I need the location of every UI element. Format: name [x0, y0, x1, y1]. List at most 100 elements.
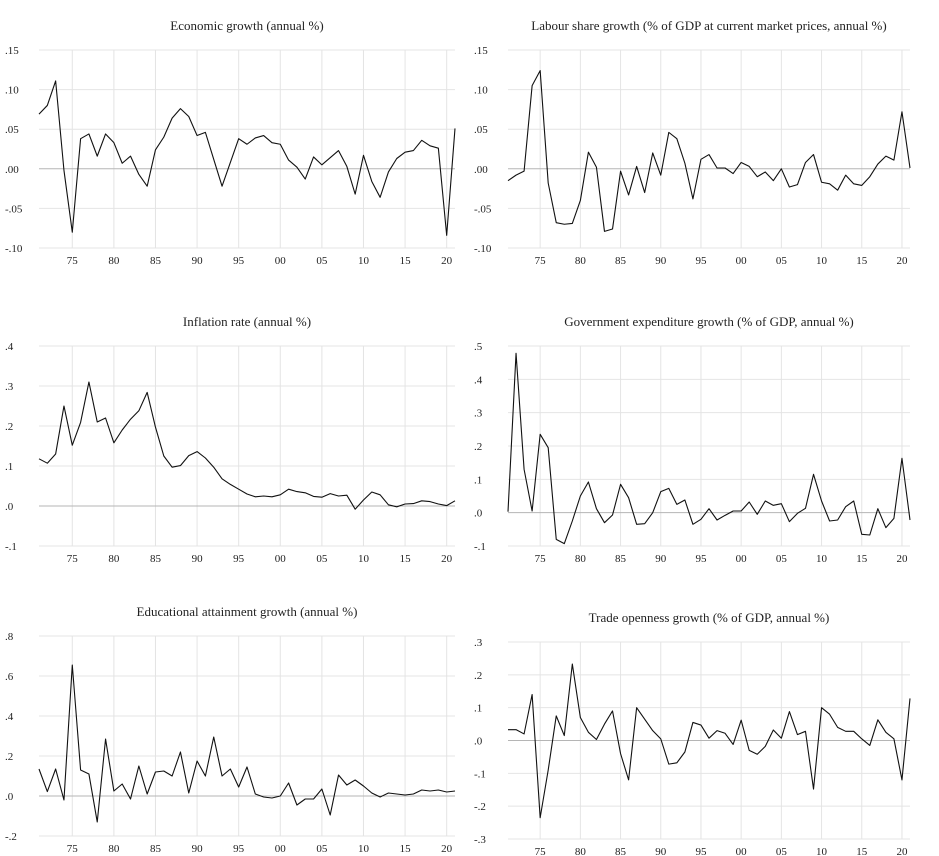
x-tick-label: 80: [575, 255, 587, 267]
x-tick-label: 85: [150, 843, 162, 855]
y-tick-label: .15: [474, 45, 488, 57]
x-tick-label: 05: [776, 846, 788, 856]
y-tick-label: .3: [474, 637, 483, 649]
y-tick-label: .00: [5, 164, 19, 176]
y-tick-label: .0: [474, 508, 483, 520]
chart-panel-2: Labour share growth (% of GDP at current…: [474, 18, 911, 267]
x-tick-label: 05: [316, 843, 328, 855]
x-tick-label: 10: [358, 255, 370, 267]
x-tick-label: 75: [67, 255, 79, 267]
x-tick-label: 20: [441, 843, 453, 855]
x-tick-label: 15: [856, 553, 868, 565]
x-tick-label: 90: [655, 553, 667, 565]
y-tick-label: .10: [5, 85, 19, 97]
x-tick-label: 75: [535, 255, 547, 267]
x-tick-label: 10: [816, 846, 828, 856]
y-tick-label: .0: [5, 791, 14, 803]
y-tick-label: .1: [474, 474, 482, 486]
x-tick-label: 95: [695, 553, 707, 565]
x-tick-label: 05: [776, 255, 788, 267]
x-tick-label: 00: [275, 553, 287, 565]
y-tick-label: .6: [5, 671, 14, 683]
x-tick-label: 10: [358, 843, 370, 855]
chart-title: Economic growth (annual %): [170, 18, 323, 33]
x-tick-label: 10: [816, 553, 828, 565]
x-tick-label: 90: [192, 553, 204, 565]
chart-title: Educational attainment growth (annual %): [137, 604, 358, 619]
x-tick-label: 15: [400, 255, 412, 267]
y-tick-label: .2: [474, 670, 482, 682]
x-tick-label: 20: [441, 255, 453, 267]
x-tick-label: 05: [316, 255, 328, 267]
y-tick-label: -.05: [5, 203, 23, 215]
x-tick-label: 95: [695, 255, 707, 267]
series-line: [38, 80, 456, 236]
chart-title: Inflation rate (annual %): [183, 314, 311, 329]
x-tick-label: 95: [233, 255, 245, 267]
y-tick-label: .2: [5, 421, 13, 433]
series-line: [508, 663, 911, 819]
x-tick-label: 90: [655, 255, 667, 267]
x-tick-label: 00: [736, 846, 748, 856]
chart-title: Government expenditure growth (% of GDP,…: [564, 314, 854, 329]
y-tick-label: -.1: [5, 541, 17, 553]
series-line: [38, 381, 456, 510]
x-tick-label: 80: [108, 553, 120, 565]
series-line: [507, 70, 911, 232]
x-tick-label: 20: [896, 553, 908, 565]
x-tick-label: 90: [655, 846, 667, 856]
x-tick-label: 95: [233, 843, 245, 855]
y-tick-label: .4: [474, 374, 483, 386]
x-tick-label: 80: [108, 843, 120, 855]
y-tick-label: -.05: [474, 203, 492, 215]
x-tick-label: 15: [856, 255, 868, 267]
x-tick-label: 90: [192, 843, 204, 855]
y-tick-label: .3: [474, 408, 483, 420]
y-tick-label: .05: [474, 124, 488, 136]
y-tick-label: .4: [5, 341, 14, 353]
x-tick-label: 85: [615, 846, 627, 856]
y-tick-label: .5: [474, 341, 483, 353]
x-tick-label: 10: [816, 255, 828, 267]
x-tick-label: 95: [695, 846, 707, 856]
y-tick-label: .1: [5, 461, 13, 473]
y-tick-label: .0: [5, 501, 14, 513]
y-tick-label: .00: [474, 164, 488, 176]
y-tick-label: .05: [5, 124, 19, 136]
y-tick-label: -.1: [474, 541, 486, 553]
y-tick-label: .0: [474, 736, 483, 748]
x-tick-label: 90: [192, 255, 204, 267]
x-tick-label: 85: [150, 553, 162, 565]
x-tick-label: 15: [400, 843, 412, 855]
x-tick-label: 05: [316, 553, 328, 565]
y-tick-label: .4: [5, 711, 14, 723]
y-tick-label: .1: [474, 703, 482, 715]
x-tick-label: 20: [441, 553, 453, 565]
y-tick-label: -.3: [474, 834, 486, 846]
x-tick-label: 95: [233, 553, 245, 565]
x-tick-label: 80: [575, 553, 587, 565]
chart-panel-6: Trade openness growth (% of GDP, annual …: [474, 610, 911, 856]
y-tick-label: .15: [5, 45, 19, 57]
x-tick-label: 10: [358, 553, 370, 565]
y-tick-label: -.10: [474, 243, 492, 255]
chart-panel-4: Government expenditure growth (% of GDP,…: [474, 314, 911, 565]
x-tick-label: 85: [615, 255, 627, 267]
x-tick-label: 80: [108, 255, 120, 267]
x-tick-label: 00: [736, 553, 748, 565]
y-tick-label: .2: [474, 441, 482, 453]
x-tick-label: 75: [67, 843, 79, 855]
x-tick-label: 85: [150, 255, 162, 267]
chart-title: Labour share growth (% of GDP at current…: [531, 18, 886, 33]
y-tick-label: -.1: [474, 768, 486, 780]
x-tick-label: 00: [736, 255, 748, 267]
series-line: [507, 352, 911, 545]
chart-panel-1: Economic growth (annual %) 75 80 85 90 95 00 05…: [5, 18, 456, 267]
x-tick-label: 15: [400, 553, 412, 565]
x-tick-label: 85: [615, 553, 627, 565]
chart-panel-3: Inflation rate (annual %) 75 80 85 90 95 00 05 1…: [5, 314, 456, 565]
x-tick-label: 00: [275, 255, 287, 267]
series-line: [38, 664, 456, 823]
x-tick-label: 75: [535, 553, 547, 565]
